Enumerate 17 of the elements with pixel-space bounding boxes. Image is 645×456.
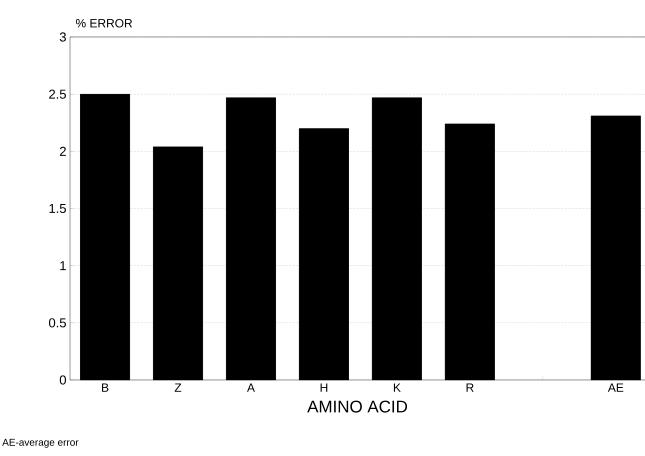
x-tick-label: A bbox=[247, 384, 255, 392]
x-tick-label: AE bbox=[608, 384, 624, 392]
text: AE-average error bbox=[2, 438, 78, 448]
x-tick-label: Z bbox=[174, 384, 182, 392]
x-tick-label: B bbox=[102, 384, 108, 392]
x-tick-label: K bbox=[394, 384, 401, 392]
y-tick-label: 2 bbox=[60, 146, 66, 156]
y-tick-label: 2.5 bbox=[49, 90, 66, 99]
x-tick-label: R bbox=[466, 384, 474, 392]
y-tick-label: 0 bbox=[60, 375, 66, 385]
y-tick-label: 1.5 bbox=[49, 204, 66, 213]
y-tick-label: 3 bbox=[60, 32, 66, 42]
y-axis-title: % ERROR bbox=[76, 19, 132, 28]
y-tick-label: 0.5 bbox=[48, 318, 66, 328]
x-axis-title: AMINO ACID bbox=[307, 400, 408, 413]
y-tick-label: 1 bbox=[60, 261, 66, 270]
x-tick-label: H bbox=[320, 384, 328, 392]
